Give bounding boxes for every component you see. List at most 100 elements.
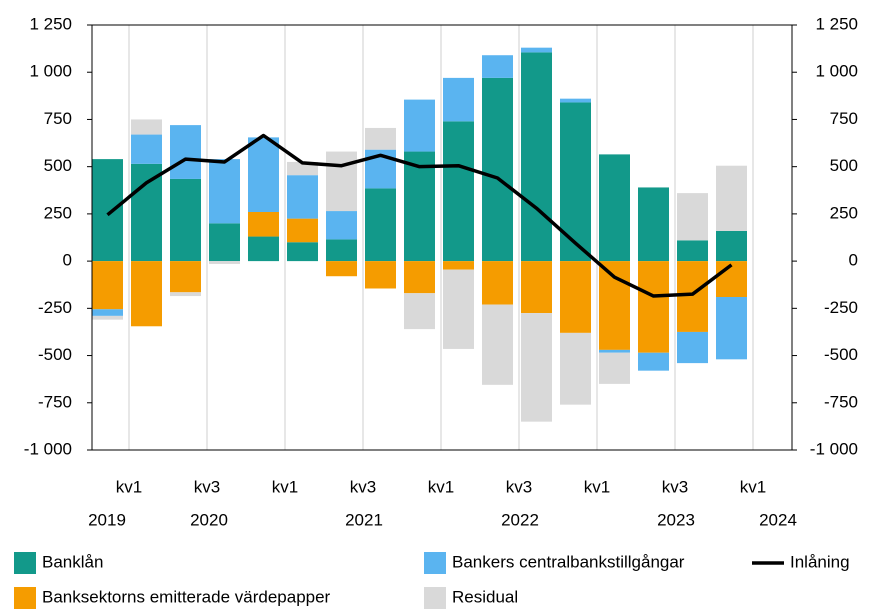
bar-segment [170, 178, 201, 262]
y-tick-label: 500 [44, 156, 72, 175]
y2-tick-label: 750 [830, 109, 858, 128]
legend-swatch [14, 587, 36, 609]
y2-tick-label: 250 [830, 203, 858, 222]
bar-segment [443, 77, 474, 122]
bar-segment [209, 159, 240, 224]
y-tick-label: 0 [63, 251, 72, 270]
bar-segment [170, 292, 201, 297]
bar-segment [443, 261, 474, 270]
line-series [106, 133, 733, 298]
bar-segment [287, 175, 318, 219]
bar-segment [560, 261, 591, 333]
bar-segment [599, 349, 630, 353]
bar-segment [365, 188, 396, 262]
bar-segment [404, 99, 435, 152]
bar-segment [716, 165, 747, 231]
bar-segment [638, 352, 669, 371]
bar-segment [677, 240, 708, 262]
bar-segment [287, 242, 318, 262]
bar-segment [599, 261, 630, 350]
bar-segment [599, 352, 630, 384]
x-tick-label: kv3 [194, 477, 220, 496]
x-year-label: 2022 [501, 510, 539, 529]
bar-segment [287, 161, 318, 176]
bar-segment [170, 261, 201, 293]
bar-segment [131, 119, 162, 135]
y-tick-label: 1 250 [29, 14, 72, 33]
x-tick-label: kv3 [350, 477, 376, 496]
bar-segment [716, 297, 747, 360]
bar-segment [716, 261, 747, 297]
bar-segment [677, 193, 708, 241]
bar-segment [248, 212, 279, 237]
bar-segment [482, 77, 513, 262]
x-year-label: 2021 [345, 510, 383, 529]
x-tick-label: kv3 [506, 477, 532, 496]
bar-segment [677, 331, 708, 364]
bar-segment [209, 261, 240, 264]
bar-segment [482, 261, 513, 305]
bar-segment [326, 261, 357, 277]
x-tick-label: kv1 [116, 477, 142, 496]
bar-segment [92, 309, 123, 316]
legend-label: Residual [452, 587, 518, 606]
y2-tick-label: -250 [824, 298, 858, 317]
bar-segment [521, 313, 552, 422]
bar-segment [638, 261, 669, 353]
y-tick-label: -250 [38, 298, 72, 317]
x-tick-label: kv1 [740, 477, 766, 496]
x-year-label: 2024 [759, 510, 797, 529]
y2-tick-label: 1 250 [815, 14, 858, 33]
bar-segment [443, 269, 474, 349]
bar-segment [170, 125, 201, 179]
x-tick-label: kv1 [428, 477, 454, 496]
y-tick-label: 250 [44, 203, 72, 222]
bar-segment [131, 261, 162, 327]
bar-segment [560, 332, 591, 405]
bar-segment [404, 261, 435, 294]
legend-label: Banksektorns emitterade värdepapper [42, 587, 331, 606]
x-year-label: 2020 [190, 510, 228, 529]
bar-segment [560, 102, 591, 262]
y2-tick-label: 0 [849, 251, 858, 270]
bar-segment [209, 223, 240, 262]
bar-segment [248, 137, 279, 212]
x-year-label: 2023 [657, 510, 695, 529]
y2-tick-label: 500 [830, 156, 858, 175]
legend-swatch [14, 552, 36, 574]
y-tick-label: -750 [38, 392, 72, 411]
bar-segment [404, 151, 435, 262]
bar-segment [482, 55, 513, 78]
legend-swatch [424, 552, 446, 574]
legend-label: Inlåning [790, 552, 850, 571]
bar-segment [716, 230, 747, 262]
bar-segment [365, 127, 396, 150]
bar-segment [326, 211, 357, 240]
legend-label: Bankers centralbankstillgångar [452, 552, 685, 571]
plot-frame [91, 24, 793, 451]
bar-segment [404, 293, 435, 330]
bar-segment [131, 163, 162, 262]
x-tick-label: kv1 [584, 477, 610, 496]
y-tick-label: 1 000 [29, 62, 72, 81]
y2-tick-label: -500 [824, 345, 858, 364]
bar-segment [560, 98, 591, 103]
bar-segment [521, 52, 552, 262]
bar-segment [521, 261, 552, 314]
y2-tick-label: -750 [824, 392, 858, 411]
bar-segment [92, 261, 123, 310]
bar-segment [287, 218, 318, 243]
bar-segment [599, 154, 630, 262]
bar-segment [326, 151, 357, 212]
y2-tick-label: -1 000 [810, 439, 858, 458]
x-year-label: 2019 [88, 510, 126, 529]
x-tick-label: kv3 [662, 477, 688, 496]
bar-segment [92, 159, 123, 262]
bar-segment [365, 261, 396, 289]
y-tick-label: 750 [44, 109, 72, 128]
bar-segment [326, 239, 357, 262]
bar-segment [521, 47, 552, 53]
bar-segment [443, 121, 474, 262]
y-tick-label: -1 000 [24, 439, 72, 458]
